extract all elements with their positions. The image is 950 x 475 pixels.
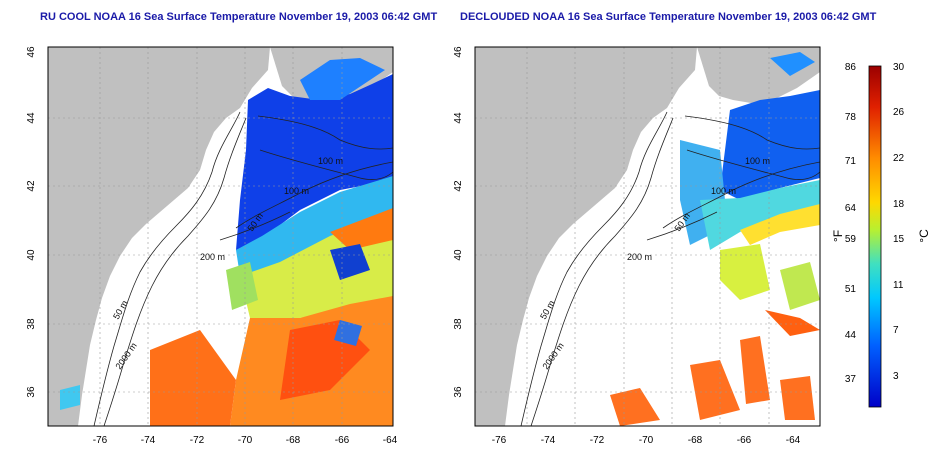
f-tick: 51 [845,284,857,295]
left-sst-coast [60,385,80,410]
y-tick-label: 38 [26,318,37,330]
x-tick-label: -72 [590,435,605,446]
right-sst-south4 [780,376,815,420]
contour-label: 100 m [284,186,309,196]
left-sst-streak [330,208,393,250]
f-tick: 64 [845,203,857,214]
right-sst-south1 [610,388,660,426]
x-tick-label: -74 [541,435,556,446]
colorbar: 86 78 71 64 59 51 44 37 30 26 22 18 15 1… [831,62,931,408]
right-map-title: DECLOUDED NOAA 16 Sea Surface Temperatur… [460,11,877,23]
y-tick-label: 40 [26,249,37,261]
right-sst-patch-n [770,52,815,76]
fahrenheit-label: °F [831,230,845,242]
f-tick: 71 [845,156,857,167]
left-map-title: RU COOL NOAA 16 Sea Surface Temperature … [40,11,438,23]
x-tick-label: -76 [93,435,108,446]
x-tick-label: -76 [492,435,507,446]
y-tick-label: 36 [26,386,37,398]
x-tick-label: -68 [286,435,301,446]
left-sst-patch [226,262,258,310]
c-tick: 15 [893,234,905,245]
f-tick: 44 [845,330,857,341]
c-tick: 3 [893,371,899,382]
x-tick-label: -68 [688,435,703,446]
right-sst-south2 [690,360,740,420]
left-grid [48,47,393,426]
x-tick-label: -74 [141,435,156,446]
c-tick: 26 [893,107,905,118]
y-tick-label: 36 [453,386,464,398]
contour-label: 200 m [200,252,225,262]
y-tick-label: 40 [453,249,464,261]
left-sst-eddy2 [334,320,362,346]
x-tick-label: -66 [737,435,752,446]
colorbar-gradient [868,65,882,408]
contour-label: 200 m [627,252,652,262]
right-contours [520,111,820,426]
left-contours [93,111,393,426]
right-sst-north [720,90,820,200]
left-x-axis: -76 -74 -72 -70 -68 -66 -64 [93,435,398,446]
left-sst-mid [236,176,393,276]
f-tick: 37 [845,374,857,385]
c-tick: 22 [893,153,905,164]
colorbar-fahrenheit-ticks: 86 78 71 64 59 51 44 37 [845,62,857,385]
y-tick-label: 44 [26,112,37,124]
c-tick: 11 [893,280,904,291]
left-land [48,47,270,426]
y-tick-label: 42 [26,180,37,192]
right-sst-warm [740,204,820,245]
left-sst-eddy [330,244,370,280]
c-tick: 18 [893,199,905,210]
x-tick-label: -64 [383,435,398,446]
f-tick: 86 [845,62,857,73]
left-sst-gulf [300,58,385,100]
right-y-axis: 36 38 40 42 44 46 [453,46,464,398]
y-tick-label: 44 [453,112,464,124]
y-tick-label: 46 [453,46,464,58]
contour-label: 100 m [745,156,770,166]
x-tick-label: -66 [335,435,350,446]
contour-label: 100 m [711,186,736,196]
right-x-axis: -76 -74 -72 -70 -68 -66 -64 [492,435,801,446]
right-sst-patch-c [720,244,770,300]
right-sst-south3 [740,336,770,404]
f-tick: 78 [845,112,857,123]
celsius-label: °C [917,229,931,243]
right-land [475,47,697,426]
y-tick-label: 38 [453,318,464,330]
right-sst-streak [765,310,820,336]
y-tick-label: 46 [26,46,37,58]
x-tick-label: -70 [639,435,654,446]
c-tick: 30 [893,62,905,73]
right-sst-mid [700,180,820,250]
left-y-axis: 36 38 40 42 44 46 [26,46,37,398]
y-tick-label: 42 [453,180,464,192]
right-sst-patch-e [780,262,820,310]
f-tick: 59 [845,234,857,245]
right-map: 100 m 100 m 50 m 200 m 50 m 2000 m -76 -… [453,46,821,446]
x-tick-label: -64 [786,435,801,446]
x-tick-label: -70 [238,435,253,446]
left-sst-southwest [150,330,236,426]
c-tick: 7 [893,325,899,336]
left-map: 100 m 100 m 50 m 200 m 50 m 2000 m -76 -… [26,46,398,446]
x-tick-label: -72 [190,435,205,446]
colorbar-celsius-ticks: 30 26 22 18 15 11 7 3 [893,62,905,382]
contour-label: 100 m [318,156,343,166]
right-grid [475,47,820,426]
